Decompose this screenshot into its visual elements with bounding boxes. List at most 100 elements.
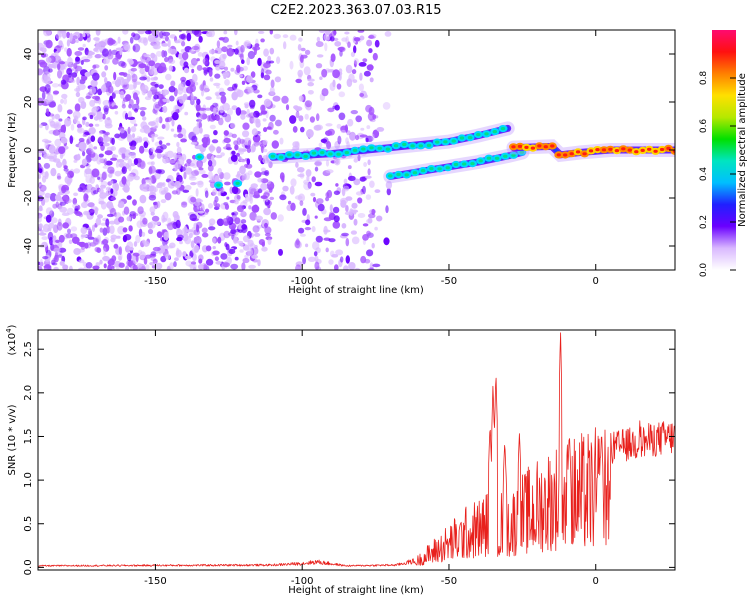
noise-speck: [315, 124, 323, 131]
noise-speck: [136, 135, 141, 142]
noise-speck: [160, 199, 167, 204]
noise-speck: [368, 34, 375, 39]
noise-speck: [193, 245, 200, 253]
noise-speck: [94, 246, 100, 253]
noise-speck: [276, 56, 281, 64]
noise-speck: [282, 34, 289, 39]
noise-speck: [39, 184, 47, 192]
noise-speck: [230, 229, 237, 235]
noise-speck: [38, 151, 42, 158]
noise-speck: [113, 90, 121, 94]
noise-speck: [358, 83, 364, 92]
noise-speck: [330, 250, 335, 257]
snr-y-tick-label: 0.0: [23, 559, 34, 575]
noise-speck: [348, 262, 356, 270]
noise-speck: [106, 213, 114, 218]
noise-speck: [205, 208, 210, 213]
noise-speck: [231, 150, 236, 155]
noise-speck: [104, 65, 109, 71]
noise-speck: [54, 138, 62, 147]
ridge-spot-core: [361, 147, 366, 151]
noise-speck: [235, 40, 239, 46]
noise-speck: [103, 58, 107, 65]
noise-speck: [338, 112, 346, 121]
noise-speck: [66, 109, 73, 115]
noise-speck: [121, 61, 127, 69]
noise-speck: [222, 262, 230, 268]
snr-panel: -150 -100 -50 0 0.0 0.5 1.0 1.5 2.0 2.5 Height o…: [5, 324, 676, 596]
noise-speck: [260, 68, 265, 77]
noise-speck: [136, 220, 143, 229]
noise-speck: [260, 38, 265, 43]
noise-speck: [265, 69, 272, 75]
noise-speck: [227, 44, 233, 48]
noise-speck: [156, 152, 162, 159]
noise-speck: [304, 113, 309, 120]
noise-speck: [254, 171, 262, 178]
noise-speck: [369, 180, 375, 188]
noise-speck: [309, 116, 315, 123]
noise-speck: [208, 69, 213, 77]
noise-speck: [122, 30, 129, 35]
noise-speck: [41, 75, 48, 83]
noise-speck: [359, 72, 363, 81]
noise-speck: [105, 218, 110, 227]
noise-speck: [148, 166, 153, 175]
noise-speck: [127, 84, 135, 90]
noise-speck: [372, 52, 378, 61]
noise-speck: [170, 128, 175, 132]
noise-speck: [58, 234, 65, 243]
noise-speck: [251, 254, 258, 259]
noise-speck: [376, 126, 385, 132]
noise-speck: [190, 196, 197, 203]
noise-speck: [102, 113, 106, 120]
noise-speck: [153, 94, 159, 100]
noise-speck: [138, 63, 147, 69]
noise-speck: [82, 43, 86, 48]
noise-speck: [183, 225, 188, 235]
spectrogram-x-tick-label: -150: [144, 276, 167, 287]
noise-speck: [340, 129, 346, 134]
noise-speck: [50, 217, 58, 224]
noise-speck: [107, 166, 115, 174]
noise-speck: [251, 128, 258, 136]
noise-speck: [212, 107, 216, 116]
noise-speck: [208, 203, 213, 209]
noise-speck: [343, 185, 350, 192]
noise-speck: [167, 245, 173, 249]
noise-speck: [143, 241, 150, 247]
noise-speck: [210, 159, 217, 167]
noise-speck: [176, 236, 183, 242]
noise-speck: [202, 232, 209, 238]
ridge-spot-core: [614, 149, 620, 153]
noise-speck: [44, 192, 51, 198]
colorbar-tick-label: 0.2: [699, 215, 709, 229]
noise-speck: [298, 227, 305, 234]
noise-speck: [257, 177, 263, 183]
ridge-spot-core: [537, 144, 542, 148]
noise-speck: [48, 145, 56, 154]
noise-speck: [295, 162, 299, 168]
noise-speck: [134, 108, 139, 113]
noise-speck: [343, 178, 348, 185]
noise-speck: [113, 154, 119, 158]
noise-speck: [104, 150, 113, 156]
noise-speck: [325, 192, 330, 198]
noise-speck: [75, 56, 80, 62]
noise-speck: [317, 203, 325, 212]
ridge-spot-core: [311, 151, 317, 155]
noise-speck: [158, 84, 164, 89]
noise-speck: [190, 99, 195, 106]
noise-speck: [231, 186, 239, 195]
noise-speck: [108, 173, 113, 178]
snr-x-tick-label: -150: [144, 576, 167, 587]
noise-speck: [65, 233, 73, 239]
noise-speck: [110, 157, 118, 161]
noise-speck: [332, 105, 337, 110]
noise-speck: [136, 262, 143, 269]
noise-speck: [353, 218, 358, 226]
noise-speck: [199, 84, 205, 91]
noise-speck: [302, 256, 306, 265]
snr-scale-label: (x104): [5, 324, 18, 355]
noise-speck: [59, 206, 68, 213]
